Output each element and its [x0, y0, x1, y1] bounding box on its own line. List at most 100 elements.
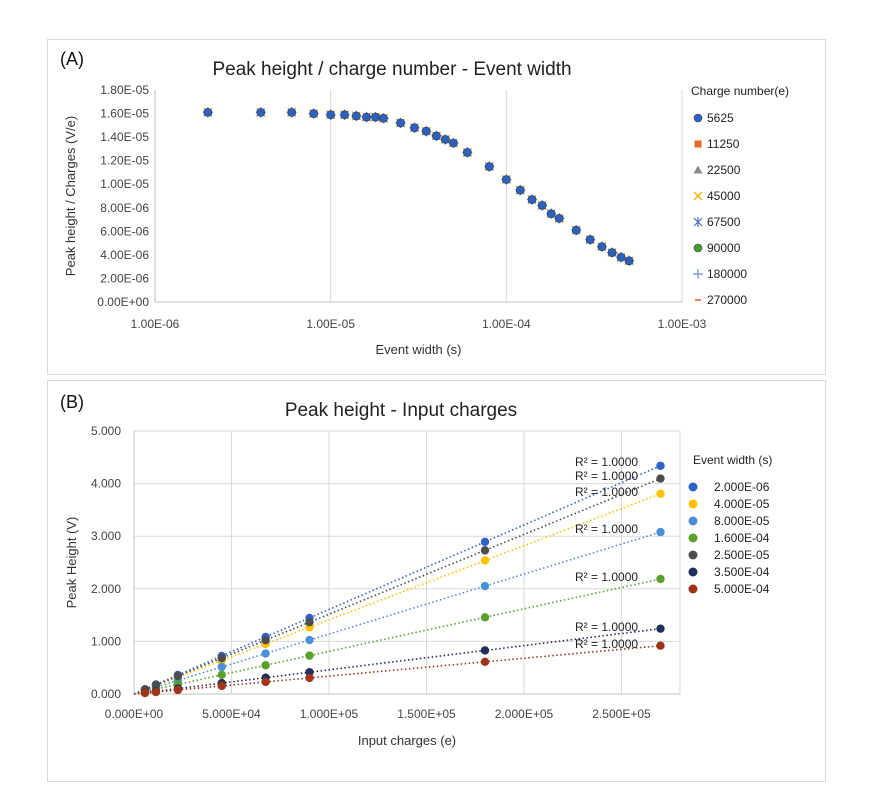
data-point-a-5625-shape — [441, 135, 450, 144]
data-point-b-2.500E-05 — [656, 474, 665, 483]
x-tick-label-b: 0.000E+00 — [105, 707, 164, 721]
chart-b-svg: (B) Peak height - Input charges 0.000E+00 5… — [60, 392, 772, 748]
data-point-a-5625 — [463, 148, 472, 157]
data-point-a-5625 — [616, 252, 626, 262]
legend-marker-a-5625-shape — [693, 113, 703, 123]
data-point-b-4.000E-05 — [480, 556, 490, 565]
x-tick-label-b: 1.000E+05 — [300, 707, 359, 721]
legend-label-b: 1.600E-04 — [714, 531, 770, 545]
r-squared-label: R² = 1.0000 — [575, 522, 638, 536]
data-point-b-5.000E-04 — [173, 685, 183, 695]
data-point-a-5625-shape — [362, 112, 371, 122]
data-point-a-5625-shape — [571, 225, 581, 235]
legend-marker-a-45000-shape — [693, 191, 703, 201]
r-squared-label: R² = 1.0000 — [575, 620, 638, 634]
y-tick-label-a: 1.20E-05 — [100, 154, 149, 168]
data-point-b-2.500E-05 — [151, 680, 161, 690]
x-tick-label-a: 1.00E-03 — [658, 317, 707, 331]
r-squared-label: R² = 1.0000 — [575, 469, 638, 483]
legend-label-b: 2.500E-05 — [714, 548, 770, 562]
r-squared-label: R² = 1.0000 — [575, 485, 638, 499]
data-point-b-2.500E-05 — [217, 653, 226, 663]
legend-label-a: 22500 — [707, 163, 741, 177]
data-point-a-5625 — [203, 108, 213, 117]
data-point-b-4.000E-05 — [656, 489, 665, 498]
data-point-a-5625-shape — [624, 256, 634, 266]
data-point-a-5625-shape — [515, 185, 525, 195]
legend-label-a: 45000 — [707, 189, 741, 203]
data-point-a-5625-shape — [410, 123, 419, 132]
legend-label-a: 180000 — [707, 267, 747, 281]
data-point-a-5625 — [607, 248, 617, 257]
legend-marker-a-11250 — [694, 140, 702, 148]
data-point-a-5625 — [537, 201, 547, 210]
data-point-a-5625 — [527, 195, 537, 204]
data-point-b-2.000E-06 — [656, 461, 665, 470]
legend-title-a: Charge number(e) — [691, 84, 789, 98]
legend-label-b: 4.000E-05 — [714, 497, 770, 511]
trendline-1.600E-04 — [133, 578, 661, 695]
legend-title-b: Event width (s) — [693, 453, 772, 467]
chart-panel-a: (A) Peak height / charge number - Event w… — [47, 39, 826, 375]
data-point-a-5625-shape — [554, 214, 564, 223]
data-point-a-5625-shape — [396, 118, 405, 128]
legend-marker-b-5.000E-04 — [688, 584, 698, 594]
legend-marker-a-90000 — [693, 243, 703, 253]
legend-marker-a-67500-shape — [693, 217, 703, 227]
y-tick-label-a: 4.00E-06 — [100, 248, 149, 262]
y-tick-label-a: 0.00E+00 — [97, 295, 149, 309]
y-tick-label-b: 3.000 — [91, 529, 121, 543]
y-tick-label-a: 6.00E-06 — [100, 224, 149, 238]
data-point-b-5.000E-04 — [480, 657, 490, 667]
data-point-b-5.000E-04 — [261, 677, 270, 687]
data-point-a-5625 — [309, 109, 318, 118]
legend-label-a: 90000 — [707, 241, 741, 255]
data-point-b-2.000E-06 — [480, 537, 490, 547]
data-point-b-8.000E-05 — [305, 635, 314, 645]
y-tick-label-b: 4.000 — [91, 477, 121, 491]
trendline-2.500E-05 — [133, 477, 661, 695]
data-point-a-5625 — [546, 209, 556, 218]
data-point-b-2.500E-05 — [305, 617, 314, 627]
data-point-b-2.500E-05 — [173, 671, 183, 681]
data-point-a-5625 — [287, 108, 296, 117]
data-point-a-5625 — [502, 175, 511, 184]
x-tick-label-a: 1.00E-04 — [482, 317, 531, 331]
data-point-a-5625-shape — [527, 195, 537, 204]
x-tick-label-a: 1.00E-05 — [306, 317, 355, 331]
data-point-a-5625-shape — [597, 242, 607, 251]
legend-marker-a-5625 — [693, 113, 703, 123]
data-point-a-5625 — [515, 185, 525, 195]
data-point-a-5625 — [362, 112, 371, 122]
legend-marker-a-45000 — [693, 191, 703, 201]
legend-marker-b-2.500E-05 — [688, 550, 698, 560]
data-point-a-5625-shape — [432, 131, 441, 141]
y-tick-label-a: 1.40E-05 — [100, 130, 149, 144]
data-point-b-3.500E-04 — [480, 646, 490, 655]
data-point-a-5625 — [432, 131, 441, 141]
data-point-a-5625-shape — [585, 235, 595, 244]
x-tick-label-b: 5.000E+04 — [202, 707, 261, 721]
data-point-a-5625 — [585, 235, 595, 244]
data-point-a-5625 — [410, 123, 419, 132]
data-point-a-5625-shape — [256, 108, 266, 117]
data-point-a-5625-shape — [485, 162, 494, 171]
data-point-a-5625 — [340, 110, 349, 120]
data-point-b-5.000E-04 — [151, 687, 161, 697]
y-axis-label-b: Peak Height (V) — [64, 517, 79, 609]
data-point-b-3.500E-04 — [656, 624, 665, 633]
legend-label-a: 5625 — [707, 111, 734, 125]
legend-label-a: 11250 — [707, 137, 740, 151]
data-point-b-1.600E-04 — [656, 574, 665, 584]
legend-label-a: 270000 — [707, 293, 747, 307]
data-point-a-5625 — [554, 214, 564, 223]
data-point-a-5625 — [371, 112, 380, 122]
legend-marker-a-22500-shape — [693, 165, 703, 174]
y-tick-label-a: 8.00E-06 — [100, 201, 149, 215]
y-tick-label-a: 1.00E-05 — [100, 177, 149, 191]
data-point-b-8.000E-05 — [261, 649, 270, 658]
legend-label-b: 8.000E-05 — [714, 514, 770, 528]
chart-a-title: Peak height / charge number - Event widt… — [212, 59, 571, 80]
panel-label-a: (A) — [60, 49, 84, 69]
data-point-a-5625 — [449, 138, 458, 148]
